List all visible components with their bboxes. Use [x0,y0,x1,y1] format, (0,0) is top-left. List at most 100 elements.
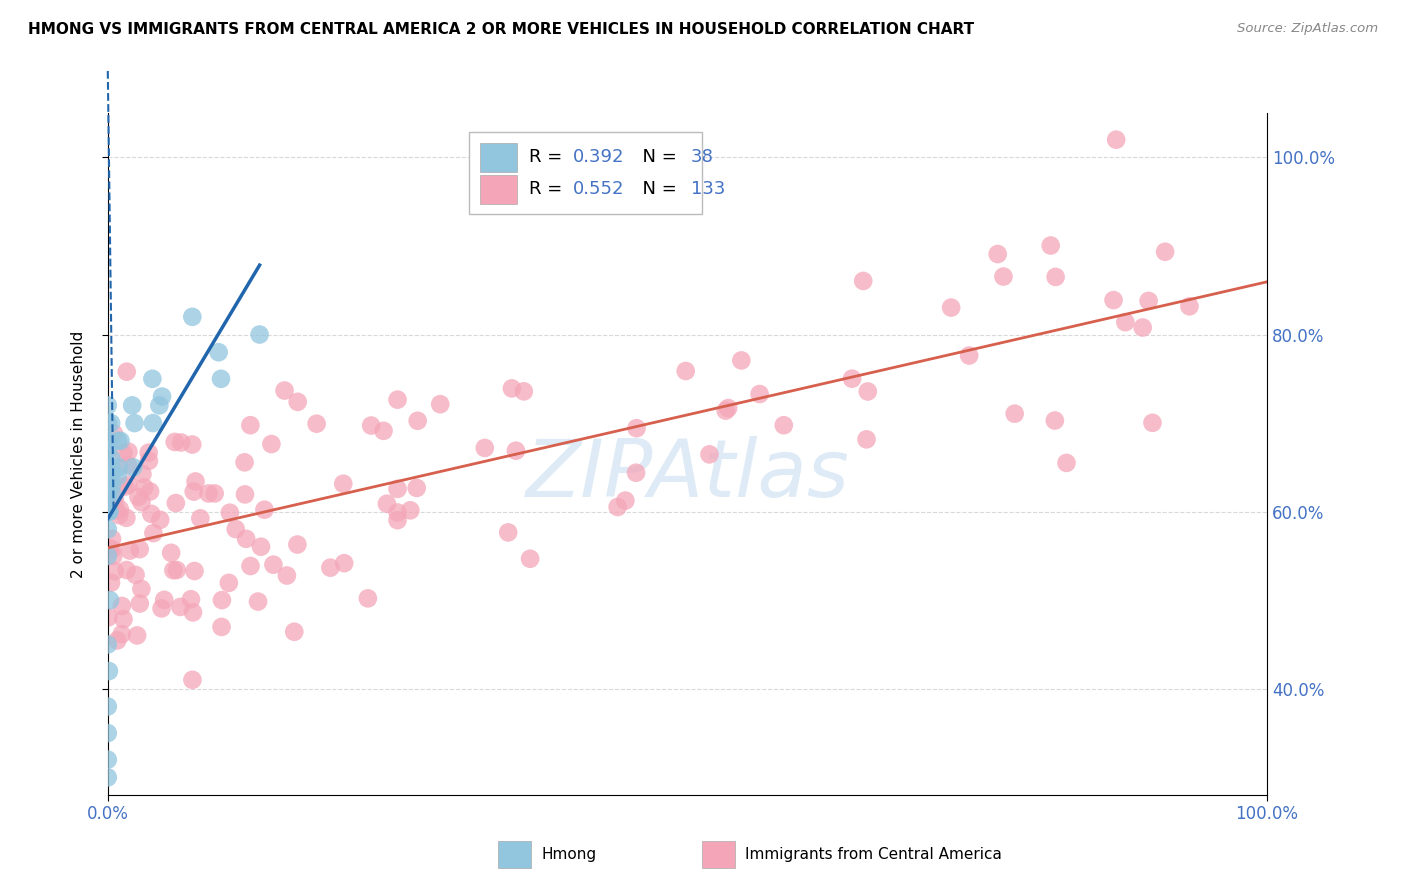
Point [163,434,186,449]
Text: Hmong: Hmong [541,847,596,862]
Text: N =: N = [630,148,682,167]
Point [100,575,122,590]
Point [211,620,233,634]
Point [100,460,122,475]
Point [614,493,637,508]
Point [1043,413,1066,427]
Point [841,372,863,386]
Text: 0.552: 0.552 [572,180,624,199]
Point [97,753,120,767]
FancyBboxPatch shape [479,175,517,203]
Point [474,441,496,455]
Point [97,398,120,412]
Point [519,551,541,566]
Point [108,508,131,523]
Point [387,482,409,496]
Point [675,364,697,378]
Point [165,496,187,510]
Point [97,442,120,457]
Text: ZIPAtlas: ZIPAtlas [526,435,849,514]
Point [98,541,121,556]
Point [225,522,247,536]
Point [209,372,232,386]
Point [115,563,138,577]
Point [128,542,150,557]
Point [150,390,173,404]
Point [624,466,647,480]
Point [149,513,172,527]
Point [283,624,305,639]
Point [127,490,149,504]
Text: Immigrants from Central America: Immigrants from Central America [745,847,1002,862]
Point [987,247,1010,261]
Point [101,542,124,557]
Point [169,599,191,614]
Text: N =: N = [630,180,682,199]
Point [181,673,204,687]
Point [101,478,124,492]
Point [332,476,354,491]
Point [142,416,165,430]
Point [115,365,138,379]
Point [1004,407,1026,421]
Point [98,505,121,519]
Point [387,392,409,407]
Point [160,546,183,560]
Point [97,487,120,501]
Point [100,469,122,483]
Point [183,564,205,578]
Point [1039,238,1062,252]
Point [111,599,134,613]
Point [207,345,229,359]
Point [1045,269,1067,284]
Point [131,467,153,481]
Point [97,434,120,448]
Point [233,455,256,469]
Point [1132,320,1154,334]
Point [97,460,120,475]
Point [181,606,204,620]
Point [699,447,721,461]
Point [117,477,139,491]
FancyBboxPatch shape [479,143,517,172]
Point [97,699,120,714]
Text: 0.392: 0.392 [572,148,624,167]
Point [287,394,309,409]
Point [204,486,226,500]
Point [139,484,162,499]
Point [153,592,176,607]
Point [117,444,139,458]
Point [505,443,527,458]
Point [97,505,120,519]
Point [993,269,1015,284]
Point [104,492,127,507]
Point [249,327,271,342]
Point [97,487,120,501]
Point [162,563,184,577]
Point [1137,293,1160,308]
Point [287,537,309,551]
Point [142,526,165,541]
Point [97,478,120,492]
Point [134,481,156,495]
Point [97,505,120,519]
Point [124,567,146,582]
Point [166,563,188,577]
Point [100,416,122,430]
Point [501,381,523,395]
Point [107,460,129,475]
Point [260,437,283,451]
Point [181,310,204,324]
Point [305,417,328,431]
Point [131,582,153,596]
Point [97,478,120,492]
Point [1056,456,1078,470]
Point [101,487,124,501]
Point [97,522,120,536]
Text: R =: R = [529,148,568,167]
Point [170,435,193,450]
Point [105,503,128,517]
Point [939,301,962,315]
Point [730,353,752,368]
Point [103,426,125,441]
